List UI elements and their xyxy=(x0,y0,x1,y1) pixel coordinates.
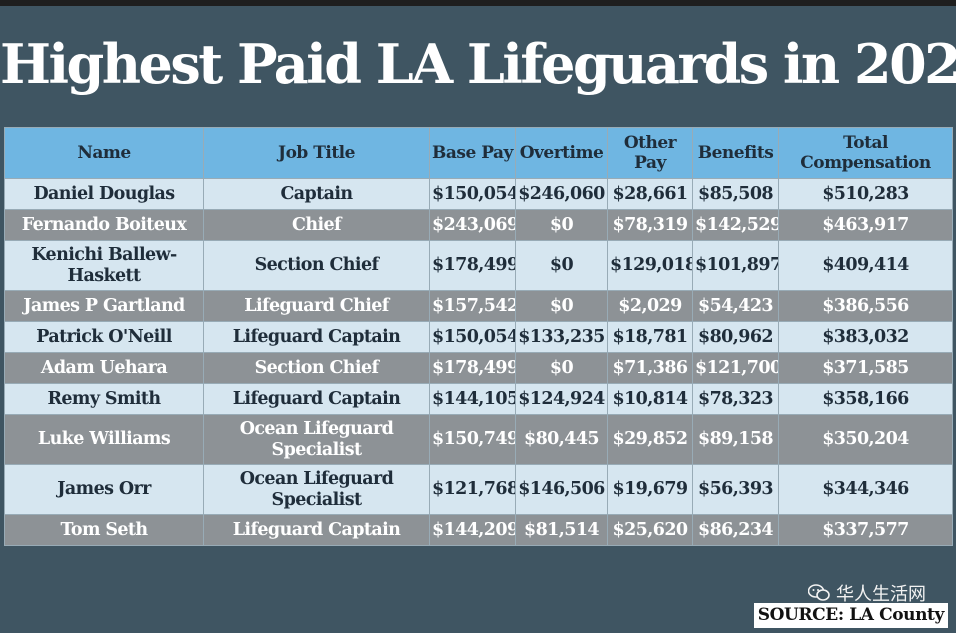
job-title-cell: Lifeguard Captain xyxy=(203,383,430,415)
pay-cell: $344,346 xyxy=(778,464,953,515)
pay-cell: $243,069 xyxy=(429,209,516,241)
pay-cell: $386,556 xyxy=(778,290,953,322)
pay-cell: $150,054 xyxy=(429,321,516,353)
pay-cell: $178,499 xyxy=(429,352,516,384)
pay-cell: $85,508 xyxy=(692,178,779,210)
table-row: Tom Seth Lifeguard Captain $144,209 $81,514… xyxy=(4,514,953,546)
job-title-cell: Section Chief xyxy=(203,352,430,384)
pay-cell: $142,529 xyxy=(692,209,779,241)
name-cell: Fernando Boiteux xyxy=(4,209,204,241)
table-row: James P Gartland Lifeguard Chief $157,542 $… xyxy=(4,290,953,322)
column-header: Benefits xyxy=(692,127,779,179)
pay-cell: $0 xyxy=(515,290,608,322)
table-row: James Orr Ocean Lifeguard Specialist $121,… xyxy=(4,464,953,515)
pay-cell: $350,204 xyxy=(778,414,953,465)
pay-cell: $71,386 xyxy=(607,352,693,384)
pay-cell: $0 xyxy=(515,209,608,241)
watermark-text: 华人生活网 xyxy=(836,584,926,605)
pay-cell: $80,962 xyxy=(692,321,779,353)
pay-cell: $121,768 xyxy=(429,464,516,515)
table-row: Daniel Douglas Captain $150,054 $246,060 $28… xyxy=(4,178,953,210)
pay-cell: $89,158 xyxy=(692,414,779,465)
pay-cell: $144,209 xyxy=(429,514,516,546)
job-title-cell: Chief xyxy=(203,209,430,241)
pay-cell: $25,620 xyxy=(607,514,693,546)
compensation-table: Name Job Title Base Pay Overtime Other P… xyxy=(4,127,953,546)
column-header: Job Title xyxy=(203,127,430,179)
top-bar xyxy=(0,0,956,6)
pay-cell: $409,414 xyxy=(778,240,953,291)
column-header: Overtime xyxy=(515,127,608,179)
pay-cell: $383,032 xyxy=(778,321,953,353)
table-row: Fernando Boiteux Chief $243,069 $0 $78,319 $1… xyxy=(4,209,953,241)
pay-cell: $337,577 xyxy=(778,514,953,546)
job-title-cell: Ocean Lifeguard Specialist xyxy=(203,414,430,465)
name-cell: James P Gartland xyxy=(4,290,204,322)
name-cell: Luke Williams xyxy=(4,414,204,465)
name-cell: Adam Uehara xyxy=(4,352,204,384)
pay-cell: $124,924 xyxy=(515,383,608,415)
pay-cell: $18,781 xyxy=(607,321,693,353)
pay-cell: $10,814 xyxy=(607,383,693,415)
column-header: Total Compensation xyxy=(778,127,953,179)
pay-cell: $358,166 xyxy=(778,383,953,415)
pay-cell: $129,018 xyxy=(607,240,693,291)
table-body: Daniel Douglas Captain $150,054 $246,060 $28… xyxy=(4,178,953,546)
pay-cell: $178,499 xyxy=(429,240,516,291)
job-title-cell: Lifeguard Chief xyxy=(203,290,430,322)
table-row: Remy Smith Lifeguard Captain $144,105 $124,… xyxy=(4,383,953,415)
job-title-cell: Lifeguard Captain xyxy=(203,514,430,546)
job-title-cell: Captain xyxy=(203,178,430,210)
name-cell: Patrick O'Neill xyxy=(4,321,204,353)
pay-cell: $78,323 xyxy=(692,383,779,415)
pay-cell: $146,506 xyxy=(515,464,608,515)
pay-cell: $133,235 xyxy=(515,321,608,353)
watermark: 华人生活网 xyxy=(808,580,926,606)
source-label: SOURCE: LA County xyxy=(753,603,948,628)
pay-cell: $0 xyxy=(515,352,608,384)
pay-cell: $150,054 xyxy=(429,178,516,210)
pay-cell: $246,060 xyxy=(515,178,608,210)
pay-cell: $78,319 xyxy=(607,209,693,241)
column-header: Other Pay xyxy=(607,127,693,179)
pay-cell: $0 xyxy=(515,240,608,291)
pay-cell: $28,661 xyxy=(607,178,693,210)
pay-cell: $86,234 xyxy=(692,514,779,546)
column-header: Base Pay xyxy=(429,127,516,179)
pay-cell: $19,679 xyxy=(607,464,693,515)
pay-cell: $510,283 xyxy=(778,178,953,210)
name-cell: Remy Smith xyxy=(4,383,204,415)
table-row: Kenichi Ballew-Haskett Section Chief $178,… xyxy=(4,240,953,291)
pay-cell: $2,029 xyxy=(607,290,693,322)
pay-cell: $80,445 xyxy=(515,414,608,465)
pay-cell: $121,700 xyxy=(692,352,779,384)
job-title-cell: Ocean Lifeguard Specialist xyxy=(203,464,430,515)
name-cell: Kenichi Ballew-Haskett xyxy=(4,240,204,291)
name-cell: Daniel Douglas xyxy=(4,178,204,210)
table-header-row: Name Job Title Base Pay Overtime Other P… xyxy=(4,127,953,179)
pay-cell: $150,749 xyxy=(429,414,516,465)
wechat-icon xyxy=(808,584,830,601)
page-title: Highest Paid LA Lifeguards in 2021 xyxy=(0,32,956,96)
job-title-cell: Lifeguard Captain xyxy=(203,321,430,353)
pay-cell: $371,585 xyxy=(778,352,953,384)
name-cell: James Orr xyxy=(4,464,204,515)
table-row: Patrick O'Neill Lifeguard Captain $150,054… xyxy=(4,321,953,353)
pay-cell: $29,852 xyxy=(607,414,693,465)
pay-cell: $144,105 xyxy=(429,383,516,415)
table-row: Luke Williams Ocean Lifeguard Specialist $… xyxy=(4,414,953,465)
pay-cell: $81,514 xyxy=(515,514,608,546)
pay-cell: $157,542 xyxy=(429,290,516,322)
pay-cell: $463,917 xyxy=(778,209,953,241)
table-row: Adam Uehara Section Chief $178,499 $0 $71,38… xyxy=(4,352,953,384)
job-title-cell: Section Chief xyxy=(203,240,430,291)
pay-cell: $54,423 xyxy=(692,290,779,322)
name-cell: Tom Seth xyxy=(4,514,204,546)
pay-cell: $101,897 xyxy=(692,240,779,291)
pay-cell: $56,393 xyxy=(692,464,779,515)
column-header: Name xyxy=(4,127,204,179)
